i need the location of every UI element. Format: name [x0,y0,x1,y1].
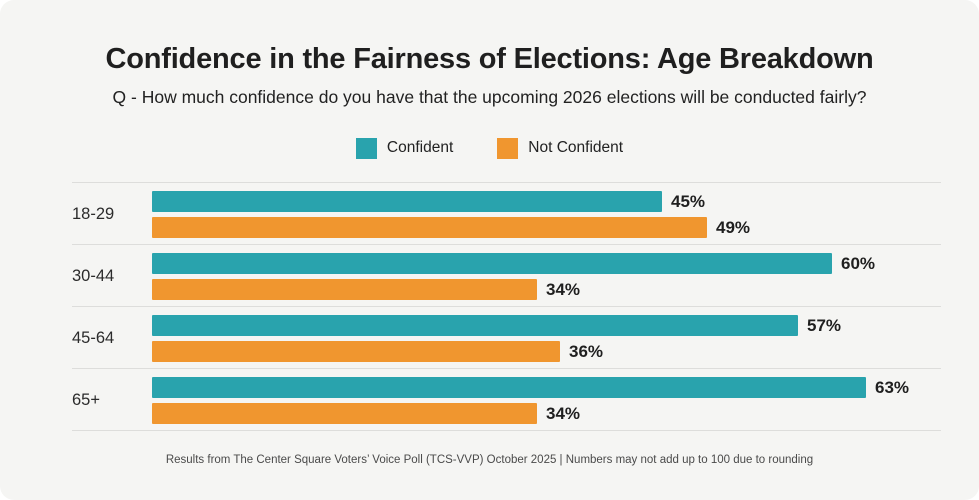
bar-value-label: 49% [716,217,751,237]
category-label: 18-29 [72,205,115,223]
bar-line-not-confident: 34% [152,403,941,424]
bar-chart: 18-29 45% 49% 30-44 60% 34% 45-64 57% 36% 65+ 63% 3… [72,182,941,431]
bar-line-confident: 60% [152,253,941,274]
bar-line-not-confident: 34% [152,279,941,300]
category-label: 65+ [72,391,100,409]
bar-value-label: 34% [546,403,581,423]
square-swatch-icon [497,137,519,159]
legend-label: Not Confident [528,139,624,156]
bar-not-confident [152,341,560,362]
bar-value-label: 45% [671,191,706,211]
chart-row-18-29: 18-29 45% 49% [72,182,941,244]
bar-line-confident: 63% [152,377,941,398]
bar-confident [152,191,662,212]
bar-pair: 57% 36% [152,315,941,362]
bar-value-label: 60% [841,253,876,273]
bar-confident [152,315,798,336]
category-label: 30-44 [72,267,115,285]
chart-row-65plus: 65+ 63% 34% [72,368,941,431]
legend-item-confident: Confident [355,137,454,159]
chart-subtitle: Q - How much confidence do you have that… [112,87,867,107]
legend-item-not-confident: Not Confident [497,137,624,159]
category-label: 45-64 [72,329,115,347]
chart-title: Confidence in the Fairness of Elections:… [105,43,874,75]
square-swatch-icon [355,137,377,159]
bar-pair: 45% 49% [152,191,941,238]
bar-line-not-confident: 36% [152,341,941,362]
chart-row-45-64: 45-64 57% 36% [72,306,941,368]
bar-not-confident [152,279,537,300]
bar-pair: 60% 34% [152,253,941,300]
bar-pair: 63% 34% [152,377,941,424]
bar-value-label: 63% [875,377,910,397]
bar-not-confident [152,217,707,238]
bar-value-label: 57% [807,315,842,335]
bar-confident [152,253,832,274]
chart-row-30-44: 30-44 60% 34% [72,244,941,306]
bar-line-confident: 45% [152,191,941,212]
bar-value-label: 36% [569,341,604,361]
legend-label: Confident [386,139,454,156]
bar-value-label: 34% [546,279,581,299]
bar-not-confident [152,403,537,424]
source-note: Results from The Center Square Voters’ V… [165,454,814,466]
bar-confident [152,377,866,398]
bar-line-confident: 57% [152,315,941,336]
bar-line-not-confident: 49% [152,217,941,238]
legend: Confident Not Confident [0,137,979,159]
